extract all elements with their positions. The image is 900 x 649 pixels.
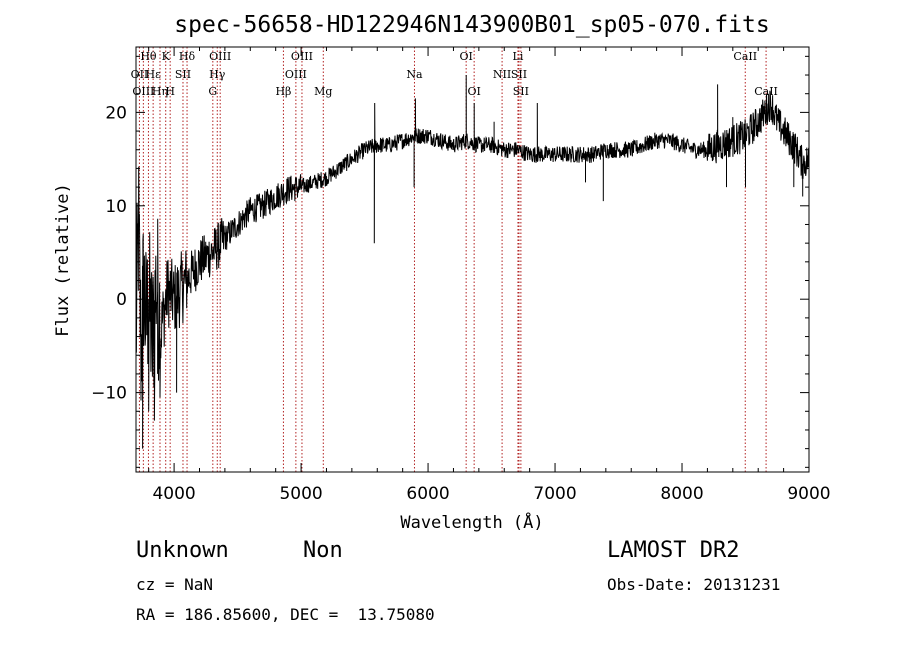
y-axis-label: Flux (relative): [53, 183, 73, 337]
survey-name: LAMOST DR2: [607, 538, 740, 563]
line-marker-label: SII: [513, 85, 529, 98]
line-marker-label: Mg: [314, 85, 332, 98]
line-marker-label: CaII: [733, 50, 757, 63]
line-marker-label: OIII: [132, 85, 154, 98]
line-marker-label: OIII: [285, 68, 307, 81]
line-marker-label: Na: [406, 68, 423, 81]
line-marker-label: OIII: [291, 50, 313, 63]
plot-frame: [135, 46, 810, 473]
x-tick-label: 4000: [152, 484, 195, 504]
line-marker-label: OII: [131, 68, 149, 81]
obs-date: Obs-Date: 20131231: [607, 575, 781, 594]
spectrum-line: [135, 74, 810, 449]
y-tick-label: 20: [105, 103, 127, 123]
line-marker-label: OI: [459, 50, 472, 63]
y-tick-label: 10: [105, 197, 127, 217]
line-marker-label: Hε: [145, 68, 161, 81]
line-marker-label: CaII: [754, 85, 778, 98]
x-tick-label: 5000: [279, 484, 322, 504]
object-subclass: Non: [303, 538, 343, 563]
y-tick-label: −10: [91, 384, 127, 404]
line-marker-label: K: [162, 50, 171, 63]
line-marker-label: Hγ: [209, 68, 226, 81]
line-marker-label: NII: [493, 68, 511, 81]
line-marker-label: H: [165, 85, 175, 98]
x-tick-label: 6000: [406, 484, 449, 504]
y-axis-ticks: −10 0 10 20: [91, 55, 809, 468]
line-marker-label: G: [208, 85, 217, 98]
ra-dec: RA = 186.85600, DEC = 13.75080: [136, 605, 435, 624]
line-marker-label: OI: [467, 85, 480, 98]
x-tick-label: 8000: [660, 484, 703, 504]
x-tick-label: 9000: [787, 484, 830, 504]
line-marker-label: Hθ: [140, 50, 157, 63]
line-marker-label: SII: [175, 68, 191, 81]
x-axis-label: Wavelength (Å): [400, 511, 543, 533]
redshift-cz: cz = NaN: [136, 575, 214, 594]
line-marker-label: OIII: [209, 50, 231, 63]
line-markers: [138, 47, 767, 472]
x-axis-ticks: 4000 5000 6000 7000 8000 9000: [148, 47, 831, 504]
line-marker-label: Hβ: [275, 85, 291, 98]
line-marker-label: Li: [513, 50, 524, 63]
chart-title: spec-56658-HD122946N143900B01_sp05-070.f…: [174, 12, 769, 38]
object-class: Unknown: [136, 538, 229, 563]
y-tick-label: 0: [116, 290, 127, 310]
line-marker-label: SII: [511, 68, 527, 81]
x-tick-label: 7000: [533, 484, 576, 504]
line-marker-label: Hδ: [179, 50, 196, 63]
line-marker-label: Hη: [152, 85, 168, 98]
